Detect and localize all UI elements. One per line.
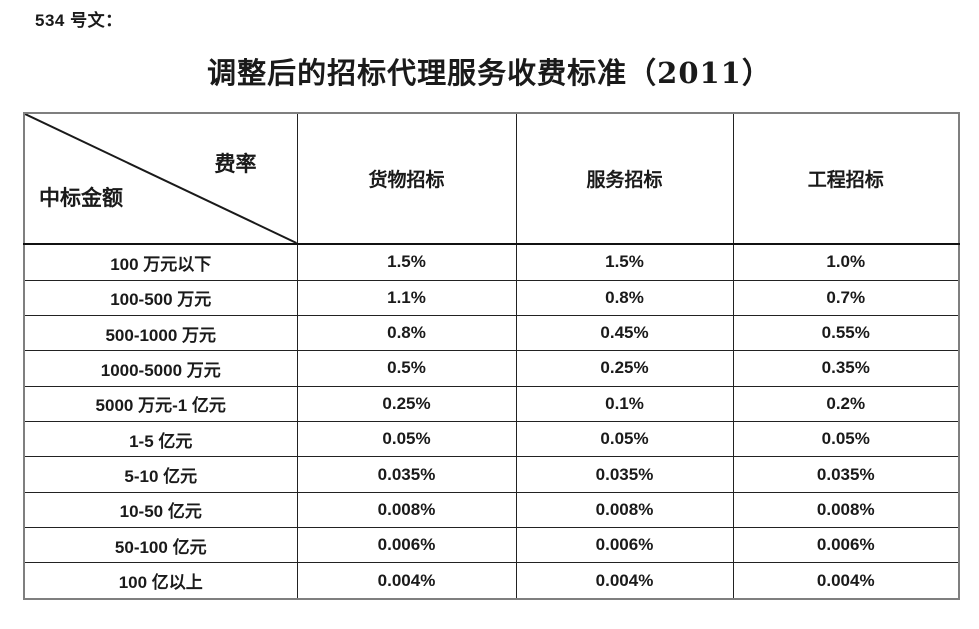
column-header-goods: 货物招标 [296,112,517,245]
rate-cell: 0.035% [732,456,960,493]
table-row: 100 万元以下 1.5% 1.5% 1.0% [23,243,960,281]
rate-cell: 0.45% [515,314,734,352]
amount-range-cell: 100-500 万元 [23,279,298,316]
table-row: 500-1000 万元 0.8% 0.45% 0.55% [23,314,960,352]
rate-cell: 0.004% [296,562,517,600]
rate-cell: 1.5% [296,243,517,281]
rate-cell: 0.5% [296,350,517,387]
rate-cell: 0.004% [515,562,734,600]
amount-range-cell: 5-10 亿元 [23,456,298,493]
page-title: 调整后的招标代理服务收费标准（2011） [207,56,772,90]
rate-cell: 0.55% [732,314,960,352]
table-row: 5-10 亿元 0.035% 0.035% 0.035% [23,456,960,493]
amount-range-cell: 10-50 亿元 [23,491,298,529]
rate-cell: 0.8% [515,279,734,316]
rate-cell: 0.05% [296,420,517,458]
table-row: 10-50 亿元 0.008% 0.008% 0.008% [23,491,960,529]
rate-cell: 1.1% [296,279,517,316]
rate-cell: 0.8% [296,314,517,352]
corner-amount-label: 中标金额 [39,185,123,210]
rate-cell: 0.006% [296,527,517,564]
amount-range-cell: 50-100 亿元 [23,527,298,564]
rate-cell: 0.008% [515,491,734,529]
rate-cell: 0.7% [732,279,960,316]
amount-range-cell: 1000-5000 万元 [23,350,298,387]
rate-cell: 0.25% [296,385,517,422]
table-row: 5000 万元-1 亿元 0.25% 0.1% 0.2% [23,385,960,422]
table-row: 100-500 万元 1.1% 0.8% 0.7% [23,279,960,316]
rate-cell: 0.008% [296,491,517,529]
table-row: 1000-5000 万元 0.5% 0.25% 0.35% [23,350,960,387]
table-row: 50-100 亿元 0.006% 0.006% 0.006% [23,527,960,564]
doc-number-label: 534 号文： [35,11,123,30]
amount-range-cell: 5000 万元-1 亿元 [23,385,298,422]
corner-rate-label: 费率 [214,151,257,176]
rate-cell: 0.035% [296,456,517,493]
rate-cell: 0.35% [732,350,960,387]
rate-cell: 1.0% [732,243,960,281]
rate-cell: 0.05% [732,420,960,458]
rate-cell: 0.05% [515,420,734,458]
rate-cell: 1.5% [515,243,734,281]
amount-range-cell: 1-5 亿元 [23,420,298,458]
amount-range-cell: 100 亿以上 [23,562,298,600]
diagonal-divider-line [25,114,297,243]
column-header-services: 服务招标 [515,112,734,245]
table-row: 1-5 亿元 0.05% 0.05% 0.05% [23,420,960,458]
rate-cell: 0.035% [515,456,734,493]
amount-range-cell: 100 万元以下 [23,243,298,281]
fee-table-body: 100 万元以下 1.5% 1.5% 1.0% 100-500 万元 1.1% 0.8% 0.… [23,243,960,600]
rate-cell: 0.008% [732,491,960,529]
table-row: 100 亿以上 0.004% 0.004% 0.004% [23,562,960,600]
column-header-engineering: 工程招标 [732,112,960,245]
rate-cell: 0.25% [515,350,734,387]
rate-cell: 0.2% [732,385,960,422]
diagonal-header-cell: 费率 中标金额 [23,112,298,245]
rate-cell: 0.004% [732,562,960,600]
rate-cell: 0.006% [515,527,734,564]
amount-range-cell: 500-1000 万元 [23,314,298,352]
rate-cell: 0.1% [515,385,734,422]
table-header-row: 费率 中标金额 货物招标 服务招标 工程招标 [23,112,960,245]
fee-table: 费率 中标金额 货物招标 服务招标 工程招标 100 万元以下 1.5% 1.5% 1… [23,112,960,600]
rate-cell: 0.006% [732,527,960,564]
